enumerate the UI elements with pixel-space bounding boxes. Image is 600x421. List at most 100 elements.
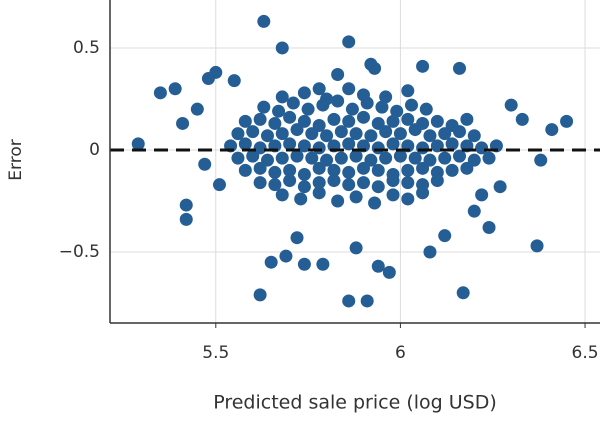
point: [190, 102, 204, 116]
point: [312, 186, 326, 200]
point: [467, 129, 481, 143]
y-axis-label: Error: [6, 139, 26, 180]
point: [253, 161, 267, 175]
point: [283, 163, 297, 177]
point: [294, 192, 308, 206]
point: [560, 114, 574, 128]
point: [231, 151, 245, 165]
point: [386, 137, 400, 151]
point: [275, 41, 289, 55]
point: [320, 129, 334, 143]
point: [327, 112, 341, 126]
point: [356, 161, 370, 175]
point: [416, 59, 430, 73]
point: [312, 82, 326, 96]
point: [482, 151, 496, 165]
point: [515, 112, 529, 126]
point: [371, 259, 385, 273]
y-tick-label: −0.5: [59, 242, 100, 262]
point: [371, 180, 385, 194]
point: [419, 102, 433, 116]
point: [275, 90, 289, 104]
point: [401, 112, 415, 126]
point: [327, 163, 341, 177]
point: [452, 61, 466, 75]
point: [356, 88, 370, 102]
point: [342, 35, 356, 49]
point: [286, 96, 300, 110]
point: [253, 176, 267, 190]
point: [297, 167, 311, 181]
point: [342, 114, 356, 128]
point: [386, 188, 400, 202]
point: [416, 161, 430, 175]
point: [456, 286, 470, 300]
point: [231, 127, 245, 141]
point: [275, 188, 289, 202]
point: [467, 204, 481, 218]
point: [364, 129, 378, 143]
point: [283, 137, 297, 151]
point: [545, 123, 559, 137]
point: [279, 249, 293, 263]
point: [297, 139, 311, 153]
point: [238, 114, 252, 128]
x-axis-label: Predicted sale price (log USD): [213, 392, 497, 414]
point: [445, 163, 459, 177]
point: [327, 174, 341, 188]
point: [390, 104, 404, 118]
point: [257, 14, 271, 28]
point: [345, 102, 359, 116]
point: [301, 102, 315, 116]
point: [445, 137, 459, 151]
point: [438, 229, 452, 243]
point: [493, 180, 507, 194]
point: [460, 112, 474, 126]
point: [257, 100, 271, 114]
point: [297, 180, 311, 194]
y-tick-label: 0: [89, 140, 100, 160]
point: [268, 116, 282, 130]
point: [342, 165, 356, 179]
point: [393, 149, 407, 163]
point: [430, 174, 444, 188]
x-tick-label: 5.5: [202, 343, 229, 363]
point: [334, 151, 348, 165]
point: [246, 125, 260, 139]
point: [423, 245, 437, 259]
point: [356, 110, 370, 124]
point: [368, 196, 382, 210]
point: [534, 153, 548, 167]
point: [368, 61, 382, 75]
point: [331, 94, 345, 108]
point: [179, 212, 193, 226]
point: [356, 176, 370, 190]
point: [212, 178, 226, 192]
point: [238, 163, 252, 177]
x-tick-label: 6.5: [572, 343, 599, 363]
point: [371, 163, 385, 177]
point: [379, 151, 393, 165]
point: [168, 82, 182, 96]
point: [408, 123, 422, 137]
point: [342, 294, 356, 308]
point: [342, 178, 356, 192]
point: [290, 123, 304, 137]
point: [430, 114, 444, 128]
point: [452, 125, 466, 139]
point: [264, 255, 278, 269]
point: [452, 149, 466, 163]
point: [404, 98, 418, 112]
point: [312, 161, 326, 175]
point: [401, 192, 415, 206]
point: [360, 294, 374, 308]
point: [379, 90, 393, 104]
point: [401, 163, 415, 177]
point: [268, 178, 282, 192]
point: [416, 186, 430, 200]
point: [176, 116, 190, 130]
point: [268, 165, 282, 179]
point: [530, 239, 544, 253]
point: [375, 100, 389, 114]
